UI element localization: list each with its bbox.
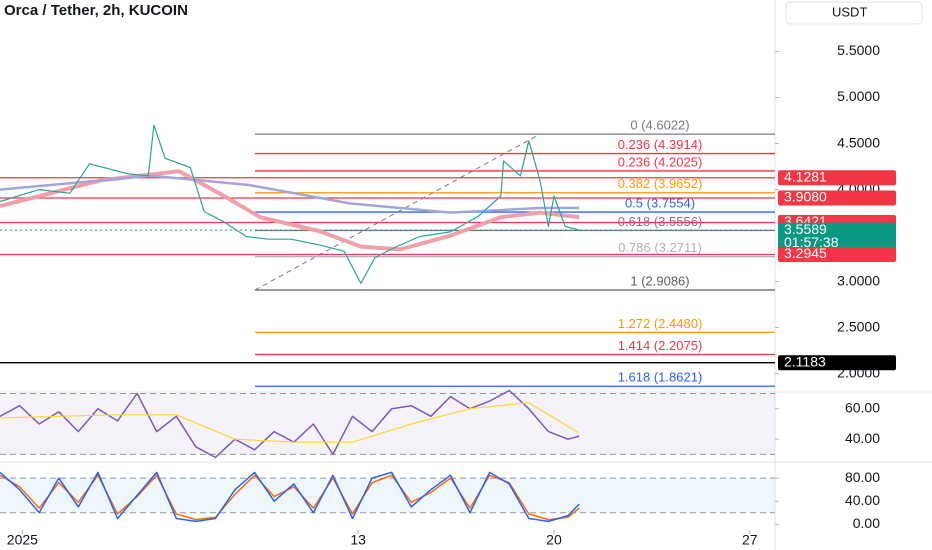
fib-label: 0.236 (4.3914) [618,137,703,152]
price-tag [778,222,896,251]
y-tick-label: 40.00 [845,492,880,508]
fib-label: 0.618 (3.5556) [618,214,703,229]
series-line [0,474,580,521]
currency-button[interactable] [785,1,923,25]
fib-label: 0.382 (3.9652) [618,176,703,191]
x-tick-label: 20 [546,532,562,548]
chart-title: Orca / Tether, 2h, KUCOIN [4,2,188,19]
y-tick-label: 3.0000 [837,272,880,288]
indicator-band [0,393,775,455]
x-tick-label: 27 [742,532,758,548]
fib-label: 1.414 (2.2075) [618,338,703,353]
y-tick-label: 5.5000 [837,42,880,58]
fib-label: 1 (2.9086) [630,273,689,288]
fib-label: 0.786 (3.2711) [618,240,702,255]
series-line [0,471,580,523]
price-tag [778,170,896,186]
price-tag-label: 3.9080 [784,189,827,205]
fib-trend [254,133,541,291]
series-line [0,174,580,214]
y-tick-label: 40.00 [845,430,880,446]
price-tag-label: 4.1281 [784,168,827,184]
y-tick-label: 60.00 [845,399,880,415]
fib-label: 1.272 (2.4480) [618,316,703,331]
fib-label: 0.5 (3.7554) [625,196,695,211]
y-tick-label: 4.5000 [837,134,880,150]
price-tag [778,246,896,262]
series-line [0,169,580,252]
series-line [0,402,580,443]
y-tick-label: 2.5000 [837,318,880,334]
x-tick-label: 2025 [7,532,38,548]
currency[interactable]: USDT [832,4,867,19]
fib-label: 0 (4.6022) [630,118,689,133]
fib-label: 1.618 (1.8621) [618,370,703,385]
price-tag [778,355,896,371]
series-line [0,124,580,284]
indicator-band [0,478,775,513]
y-tick-label: 0.00 [853,515,880,531]
price-tag-label: 2.1183 [784,353,826,369]
y-tick-label: 80.00 [845,469,880,485]
price-tag-label: 3.2945 [784,245,827,261]
x-tick-label: 13 [350,532,366,548]
fib-label: 0.236 (4.2025) [618,154,703,169]
price-tag [778,190,896,206]
y-tick-label: 5.0000 [837,88,880,104]
price-tag-label: 3.5589 [784,221,827,237]
countdown: 01:57:38 [784,234,839,250]
